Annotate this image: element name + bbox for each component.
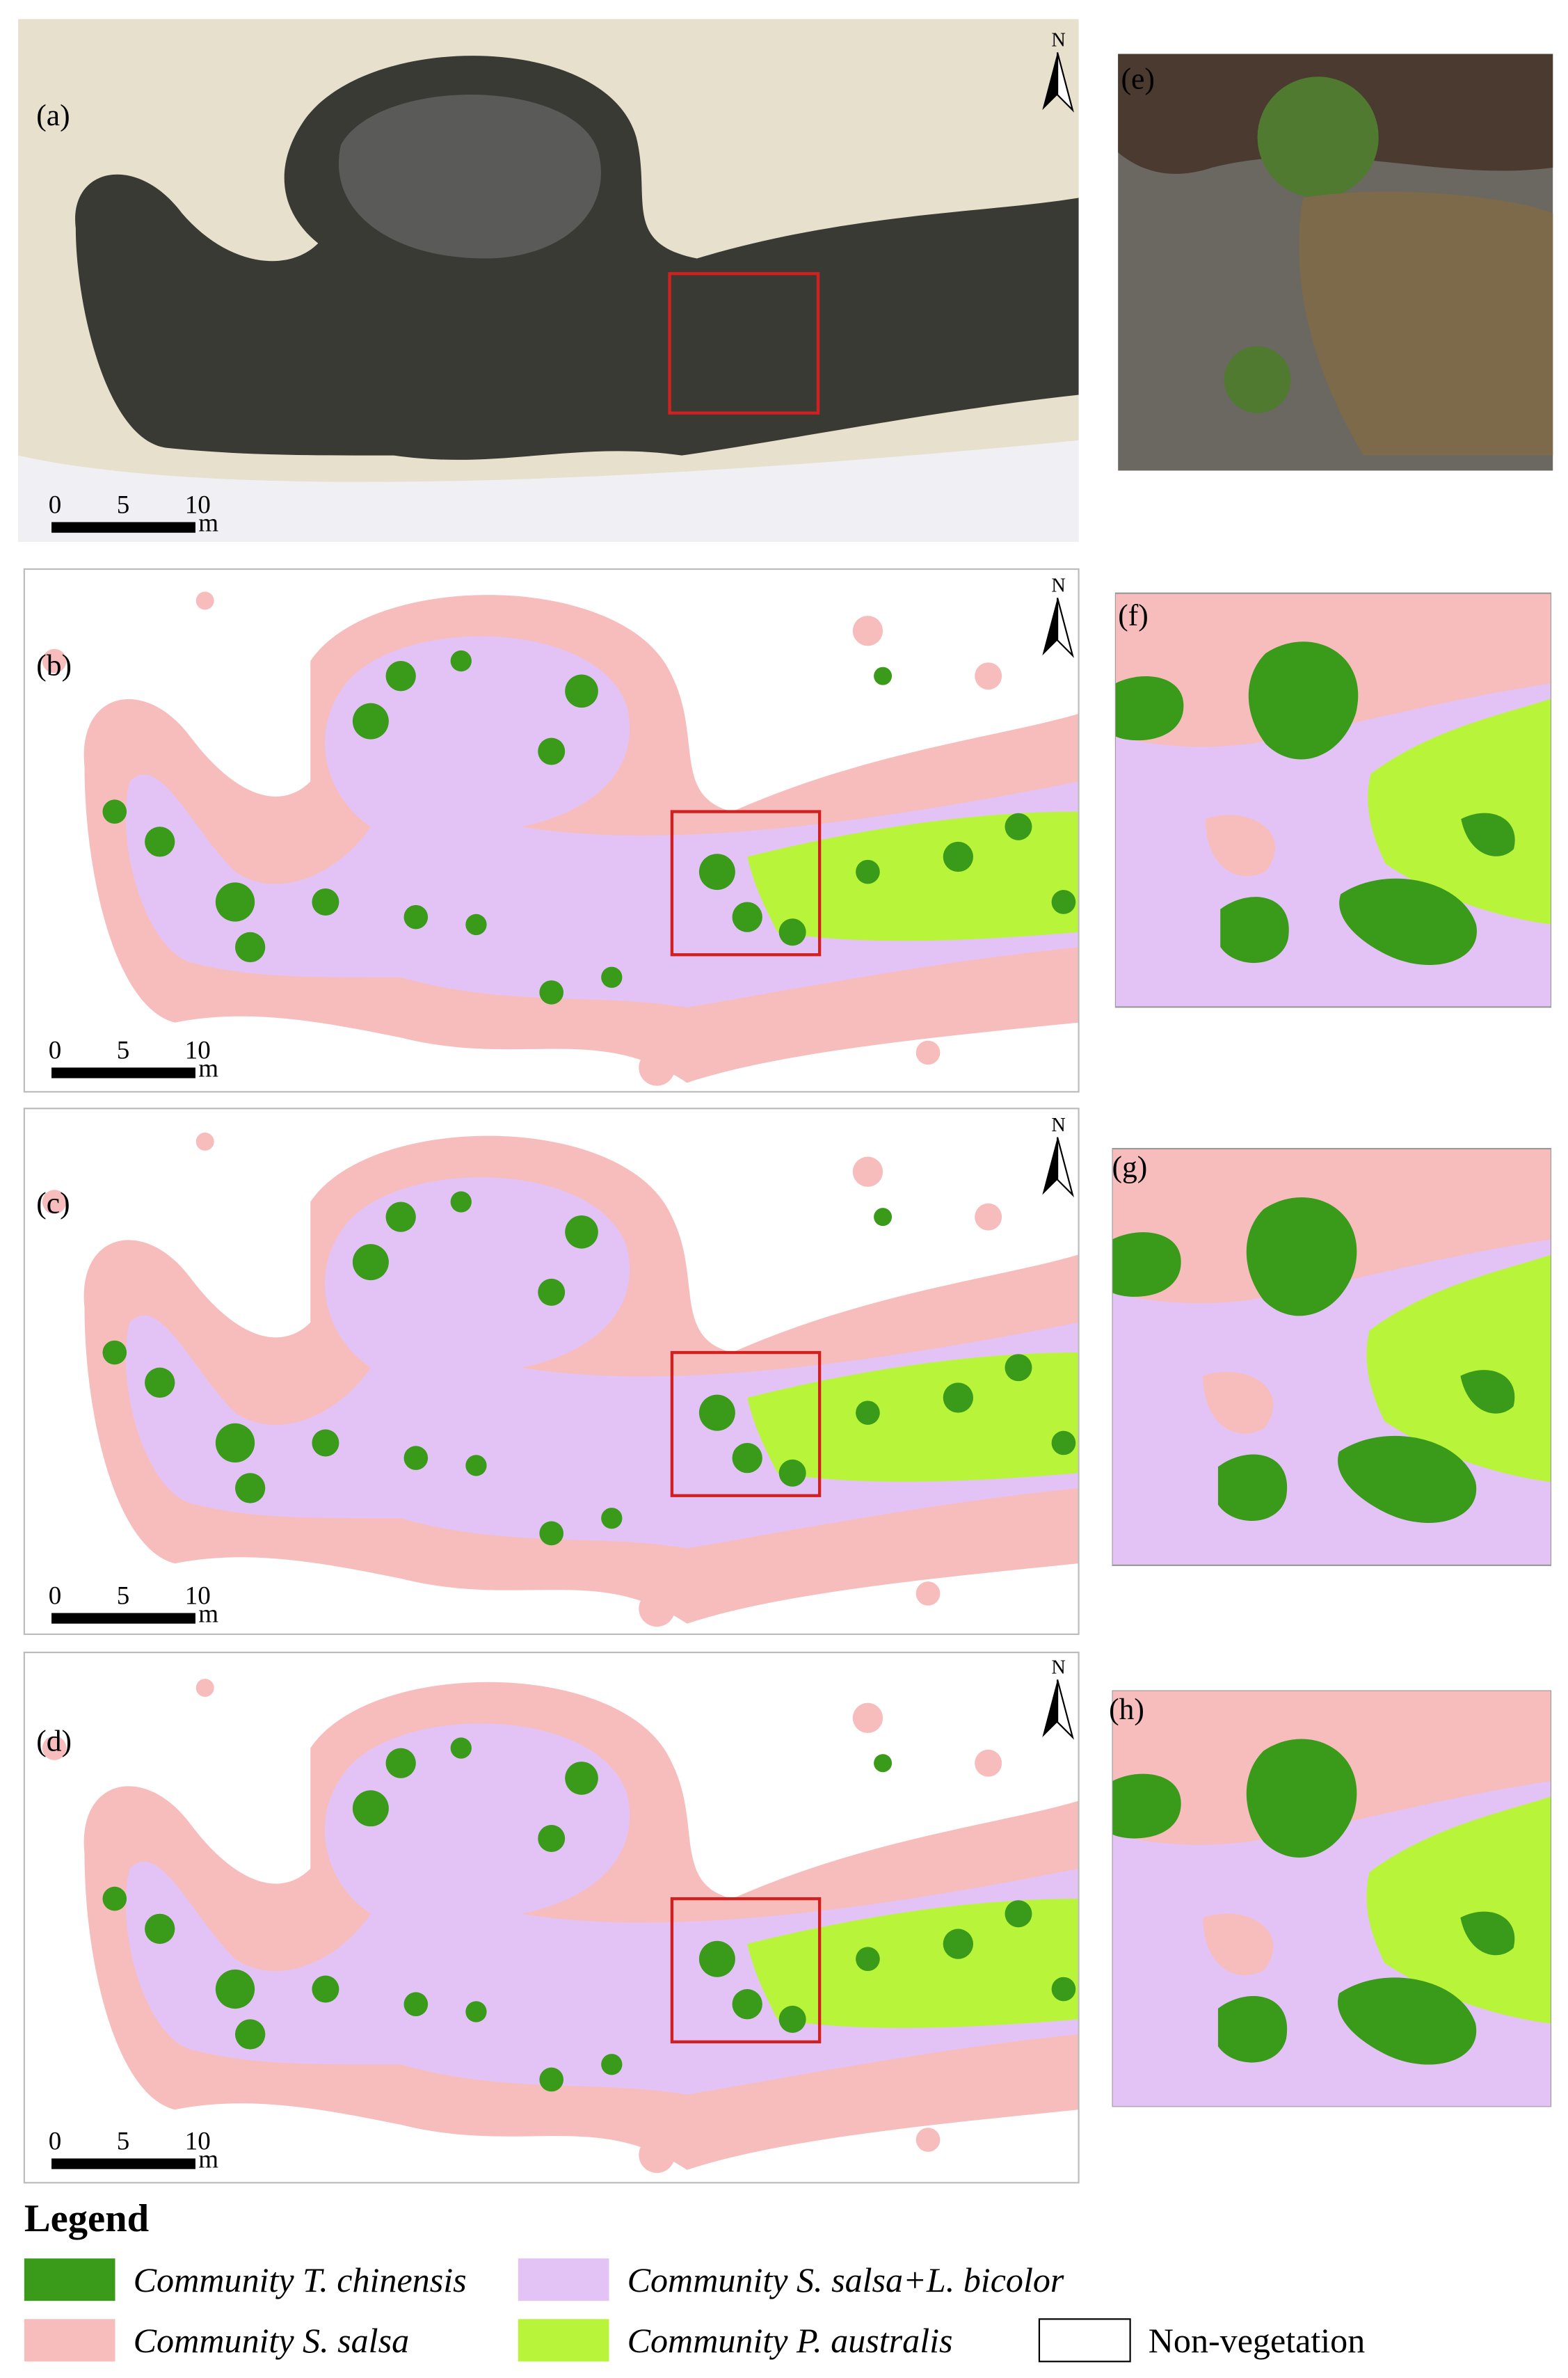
panel-label: (a) [36,99,70,132]
legend-label: Non-vegetation [1149,2321,1366,2360]
panel-label: (c) [36,1187,70,1220]
scale-tick-label: 10 [185,490,211,519]
north-arrow [1042,1137,1058,1195]
scale-tick-label: 5 [117,490,130,519]
panel-label: (b) [36,648,72,682]
scale-bar [51,522,195,533]
north-arrow [1056,598,1074,658]
north-label: N [1051,575,1065,597]
legend-label: Community P. australis [627,2321,953,2360]
legend-label: Community S. salsa [134,2321,409,2360]
scale-tick-label: 10 [185,2127,211,2155]
north-arrow [1042,52,1058,111]
legend-swatch [518,2319,609,2362]
panel-label: (h) [1109,1693,1144,1726]
legend-label: Community S. salsa+L. bicolor [627,2260,1064,2299]
legend-swatch [1038,2318,1131,2363]
scale-bar [51,2158,195,2169]
panel-label: (f) [1118,599,1149,632]
panel-label: (g) [1112,1150,1147,1183]
north-label: N [1051,1115,1065,1136]
scale-tick-label: 0 [49,1581,62,1610]
scale-tick-label: 10 [185,1036,211,1064]
north-arrow [1056,52,1074,113]
legend-swatch [24,2319,115,2362]
scale-tick-label: 0 [49,2127,62,2155]
north-arrow [1056,1137,1074,1198]
north-label: N [1051,1657,1065,1679]
scale-tick-label: 0 [49,490,62,519]
panel-frame [23,568,1080,1093]
legend-label: Community T. chinensis [134,2260,467,2299]
scale-bar [51,1613,195,1624]
scale-unit: m [198,509,218,538]
scale-bar [51,1067,195,1078]
north-arrow [1042,1679,1058,1738]
panel-frame [23,1108,1080,1636]
scale-tick-label: 5 [117,1581,130,1610]
photo-zoom [1118,54,1553,471]
legend-title: Legend [24,2197,149,2240]
scale-unit: m [198,1055,218,1083]
scale-tick-label: 10 [185,1581,211,1610]
photo-panel [18,19,1079,542]
panel-frame [23,1651,1080,2184]
panel-label: (e) [1121,63,1155,96]
legend-swatch [24,2258,115,2301]
north-arrow [1042,598,1058,656]
legend-swatch [518,2258,609,2301]
scale-tick-label: 0 [49,1036,62,1064]
scale-tick-label: 5 [117,2127,130,2155]
panel-label: (d) [36,1725,72,1758]
scale-unit: m [198,1600,218,1629]
scale-tick-label: 5 [117,1036,130,1064]
scale-unit: m [198,2146,218,2174]
north-label: N [1051,30,1065,51]
north-arrow [1056,1679,1074,1740]
